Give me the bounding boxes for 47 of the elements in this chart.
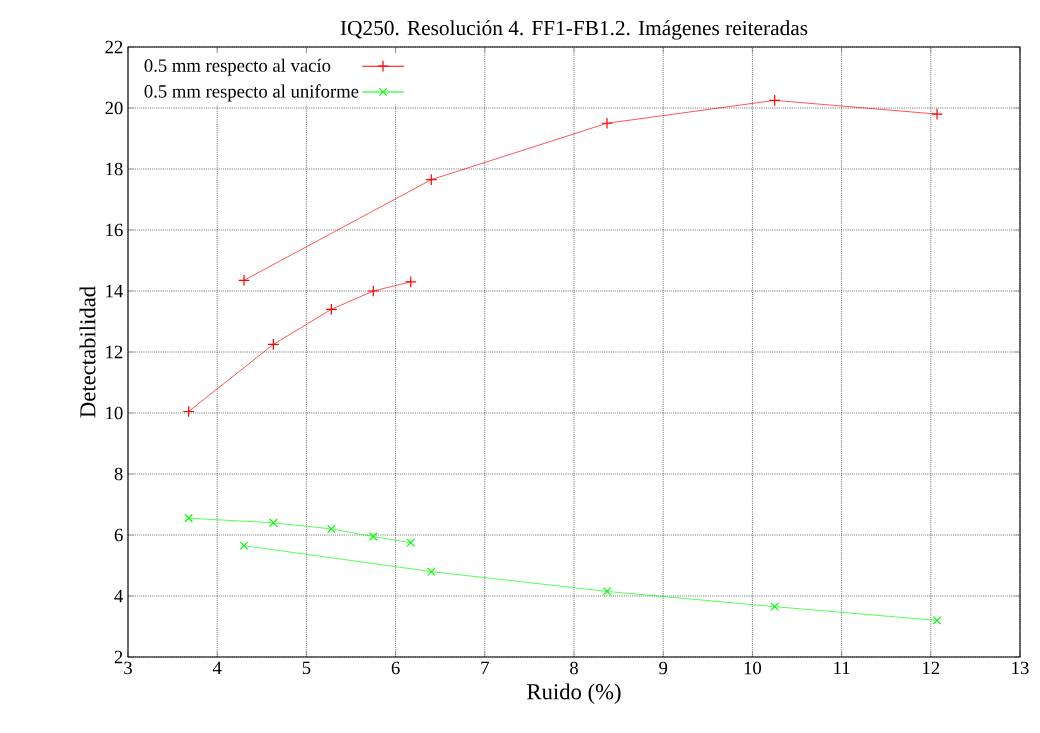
chart-title: IQ250. Resolución 4. FF1-FB1.2. Imágenes reiteradas — [340, 20, 808, 40]
point — [239, 541, 249, 551]
point — [768, 94, 781, 107]
x-tick-label: 3 — [124, 661, 132, 675]
point — [368, 532, 378, 541]
x-tick-label: 11 — [834, 661, 850, 675]
point — [367, 285, 380, 297]
point — [932, 616, 942, 625]
point — [325, 303, 338, 316]
x-axis-title: Ruido (%) — [527, 683, 621, 705]
y-tick-label: 10 — [106, 406, 123, 420]
legend-label: 0.5 mm respecto al uniforme — [144, 84, 359, 102]
point — [406, 538, 416, 547]
y-tick-label: 16 — [106, 223, 123, 237]
x-tick-label: 7 — [481, 661, 489, 674]
x-tick-label: 5 — [302, 661, 311, 675]
point — [184, 513, 194, 523]
point — [601, 117, 613, 130]
point — [931, 108, 943, 121]
legend-label: 0.5 mm respecto al vacío — [144, 58, 331, 76]
point — [404, 275, 417, 288]
point — [269, 518, 278, 528]
point — [426, 567, 436, 576]
x-tick-label: 4 — [212, 661, 222, 674]
y-tick-label: 20 — [105, 101, 123, 115]
y-tick-label: 4 — [114, 589, 124, 603]
x-tick-label: 12 — [923, 661, 940, 675]
x-tick-label: 8 — [570, 661, 578, 675]
x-tick-label: 10 — [744, 661, 762, 675]
y-tick-label: 12 — [106, 345, 123, 359]
y-tick-label: 18 — [106, 162, 123, 176]
x-tick-label: 13 — [1012, 661, 1029, 675]
x-tick-label: 9 — [659, 661, 668, 675]
point — [267, 338, 280, 351]
y-tick-label: 8 — [114, 467, 123, 481]
y-tick-label: 6 — [114, 528, 123, 542]
point — [602, 587, 612, 596]
point — [182, 405, 195, 418]
point — [238, 274, 250, 287]
point — [327, 524, 336, 534]
point — [425, 173, 438, 186]
y-tick-label: 2 — [114, 650, 123, 664]
y-tick-label: 14 — [106, 284, 124, 298]
y-axis-title: Detectabilidad — [79, 286, 96, 418]
x-tick-label: 6 — [391, 661, 400, 675]
y-tick-label: 22 — [105, 40, 123, 54]
point — [770, 602, 780, 612]
